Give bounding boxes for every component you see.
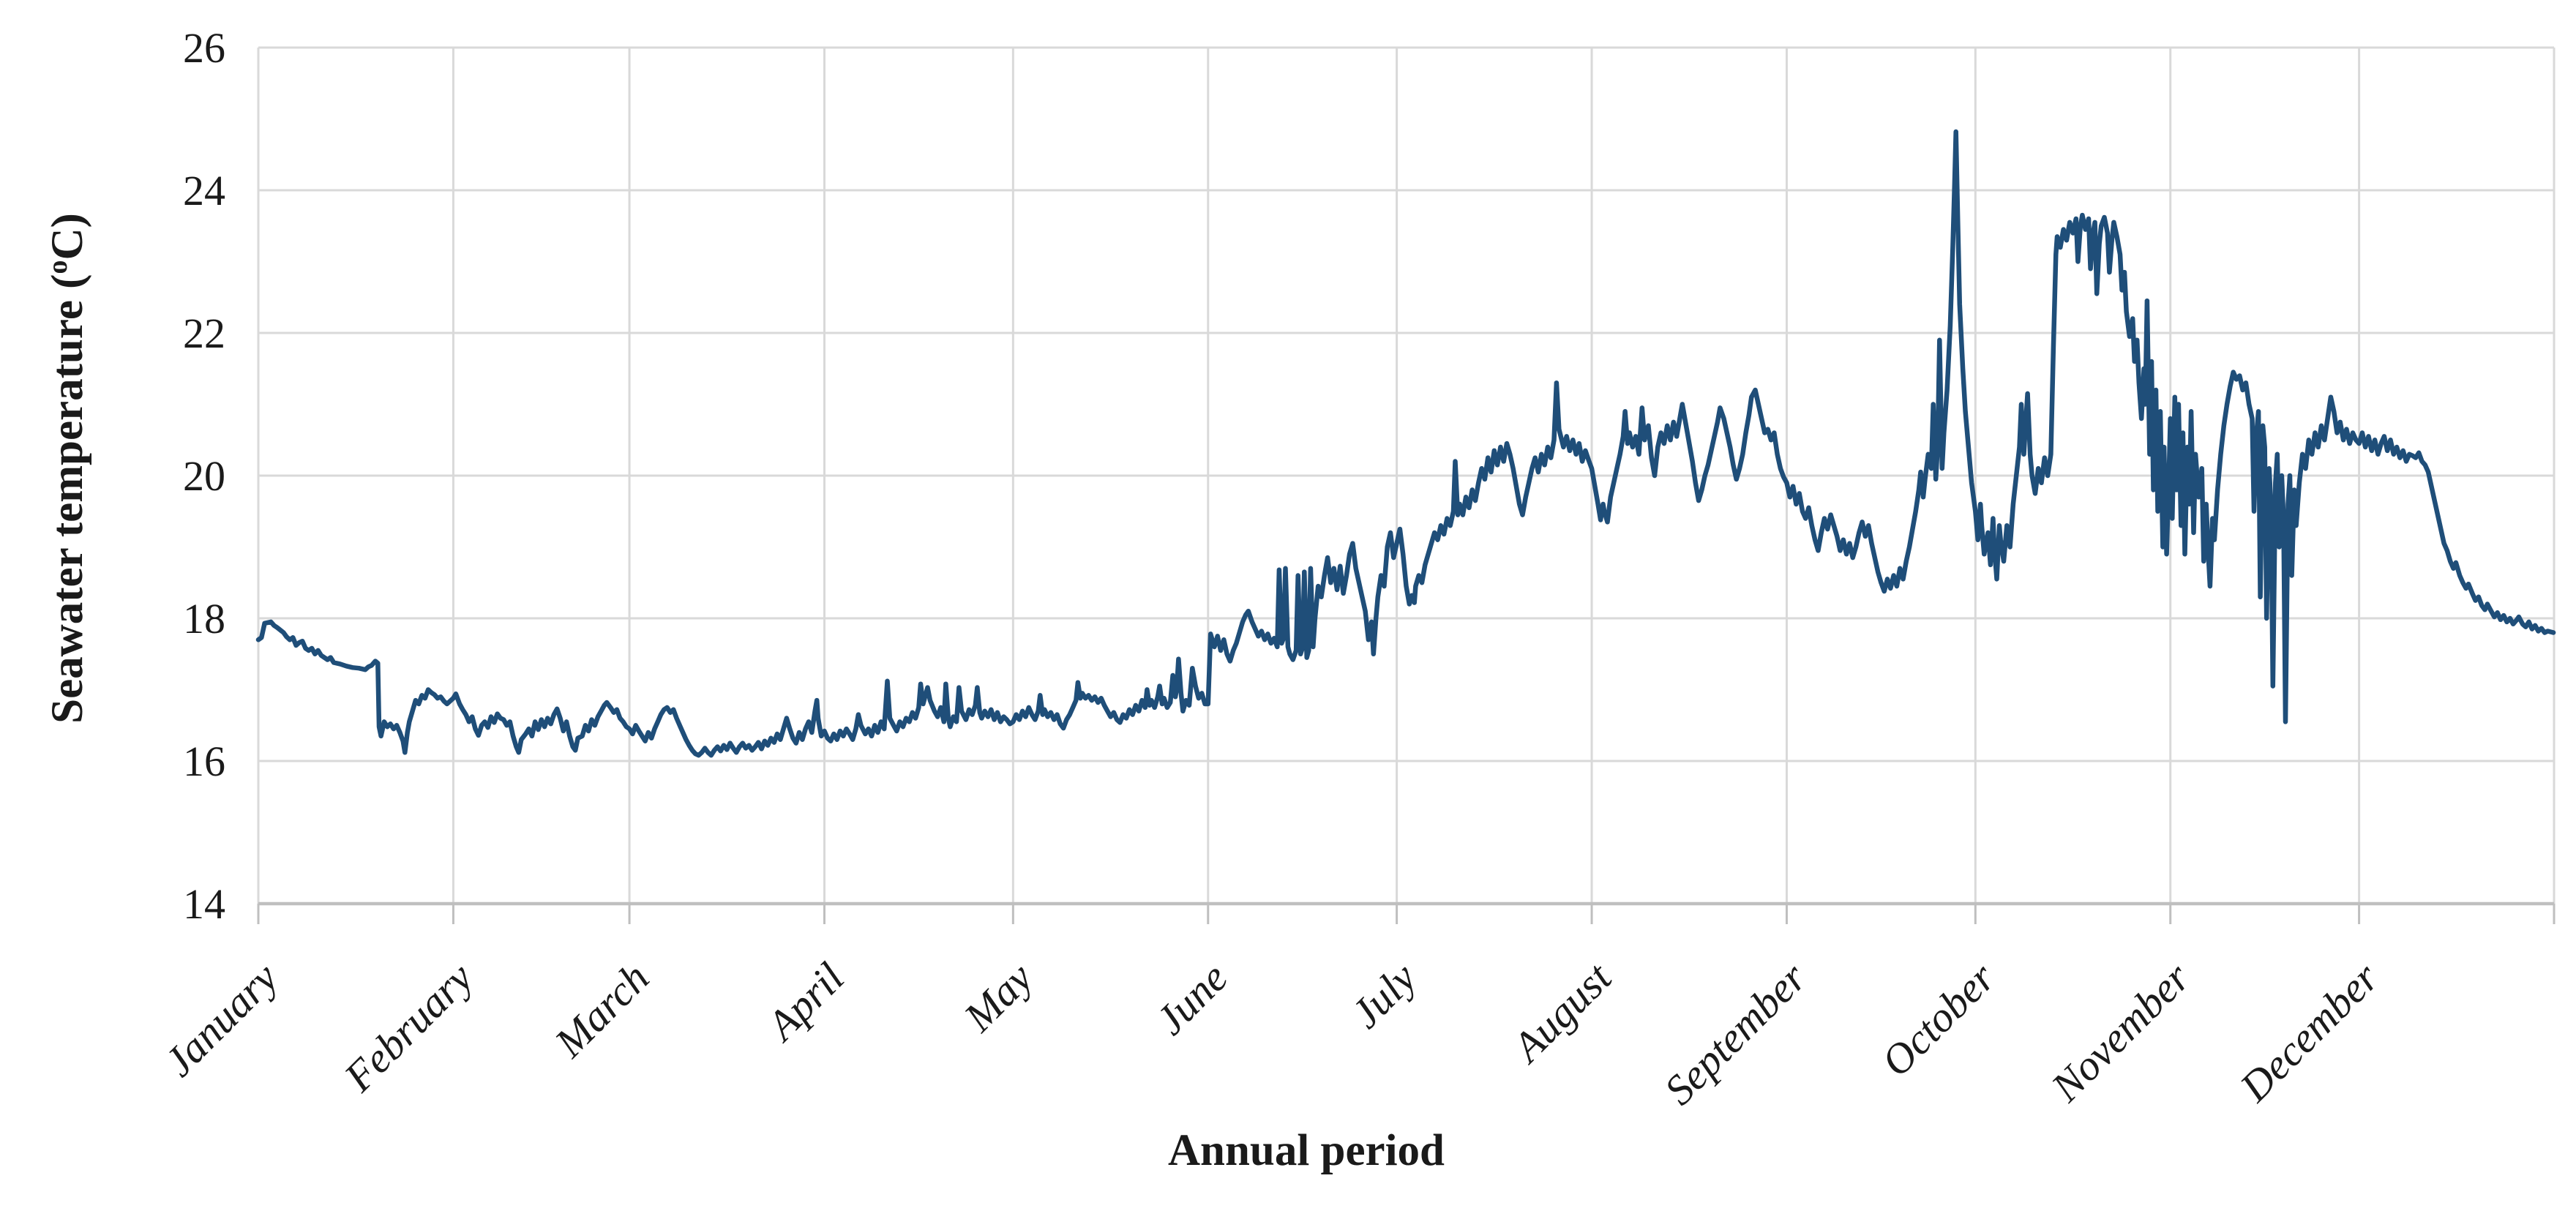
- axis-ticks: [257, 904, 2556, 924]
- y-tick-label-18: 18: [183, 595, 225, 642]
- y-tick-label-16: 16: [183, 738, 225, 785]
- x-tick-label-may: May: [954, 953, 1042, 1041]
- x-tick-label-january: January: [155, 953, 288, 1086]
- gridlines: [257, 46, 2556, 904]
- x-tick-label-september: September: [1655, 953, 1816, 1114]
- x-tick-label-december: December: [2231, 953, 2388, 1111]
- x-axis-title: Annual period: [1168, 1126, 1445, 1175]
- x-tick-label-august: August: [1502, 953, 1622, 1073]
- y-tick-label-26: 26: [183, 24, 225, 72]
- y-axis-title: Seawater temperature (oC): [42, 213, 92, 724]
- temperature-line: [255, 129, 2556, 758]
- y-tick-label-22: 22: [183, 310, 225, 357]
- x-tick-label-april: April: [756, 953, 853, 1051]
- y-tick-label-20: 20: [183, 452, 225, 500]
- y-tick-label-14: 14: [183, 880, 225, 928]
- data-series: [255, 129, 2556, 758]
- x-tick-label-october: October: [1872, 953, 2004, 1086]
- y-tick-label-24: 24: [183, 167, 225, 214]
- x-tick-label-june: June: [1147, 953, 1237, 1043]
- x-tick-labels: January February March April May June July Augu…: [155, 953, 2388, 1114]
- x-tick-label-march: March: [545, 953, 658, 1066]
- y-tick-labels: 14 16 18 20 22 24 26: [183, 24, 225, 928]
- x-tick-label-november: November: [2042, 953, 2200, 1111]
- x-tick-label-february: February: [334, 953, 482, 1101]
- x-tick-label-july: July: [1342, 953, 1426, 1037]
